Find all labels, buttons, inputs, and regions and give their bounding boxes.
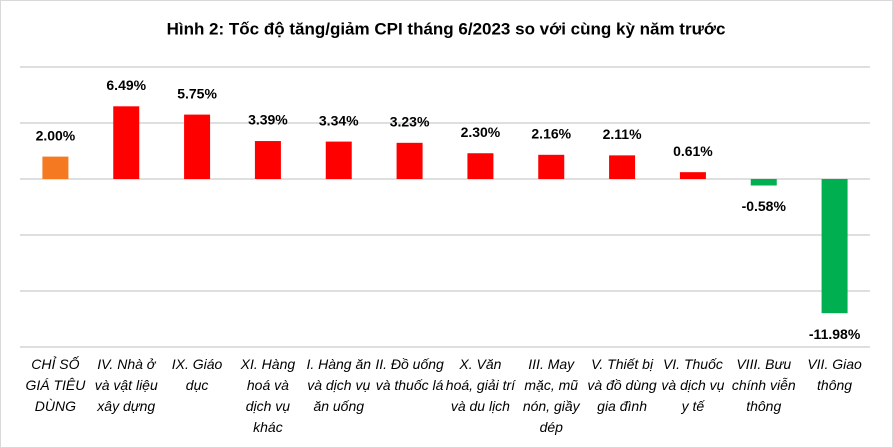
bar bbox=[325, 141, 352, 179]
bar bbox=[609, 155, 636, 179]
value-label: 2.16% bbox=[531, 126, 571, 142]
x-tick-label: X. Văn hoá, giải trí và du lịch bbox=[445, 356, 516, 414]
x-tick-label: I. Hàng ăn và dịch vụ ăn uống bbox=[306, 356, 372, 414]
value-label: 2.30% bbox=[461, 124, 501, 140]
x-tick-label: V. Thiết bị và đồ dùng gia đình bbox=[587, 356, 657, 414]
value-label: 3.34% bbox=[319, 112, 359, 128]
chart-title: Hình 2: Tốc độ tăng/giảm CPI tháng 6/202… bbox=[167, 19, 726, 38]
x-tick-label: III. May mặc, mũ nón, giầy dép bbox=[522, 356, 580, 435]
value-label: 6.49% bbox=[106, 77, 146, 93]
bar bbox=[750, 179, 777, 186]
x-tick-label: CHỈ SỐ GIÁ TIÊU DÙNG bbox=[25, 356, 86, 414]
x-tick-label: XI. Hàng hoá và dịch vụ khác bbox=[240, 356, 296, 435]
value-label: 5.75% bbox=[177, 85, 217, 101]
value-label: -11.98% bbox=[809, 326, 861, 342]
x-tick-label: II. Đồ uống và thuốc lá bbox=[375, 356, 444, 393]
x-tick-label: VII. Giao thông bbox=[807, 356, 862, 393]
bar bbox=[254, 141, 281, 179]
value-label: -0.58% bbox=[742, 198, 787, 214]
x-tick-label: IV. Nhà ở và vật liệu xây dựng bbox=[94, 356, 158, 414]
x-tick-label: VIII. Bưu chính viễn thông bbox=[731, 356, 796, 414]
value-label: 0.61% bbox=[673, 143, 713, 159]
value-label: 2.11% bbox=[603, 126, 642, 142]
value-label: 3.39% bbox=[248, 112, 288, 128]
bar bbox=[538, 154, 565, 179]
value-label: 3.23% bbox=[390, 114, 430, 130]
x-tick-label: VI. Thuốc và dịch vụ y tế bbox=[661, 356, 725, 414]
bar bbox=[42, 156, 69, 179]
bar bbox=[113, 106, 140, 179]
bar bbox=[396, 142, 423, 179]
x-tick-label: IX. Giáo dục bbox=[171, 356, 223, 393]
bar bbox=[821, 179, 848, 314]
value-label: 2.00% bbox=[36, 127, 76, 143]
bar bbox=[679, 172, 706, 179]
bar bbox=[467, 153, 494, 179]
bar bbox=[184, 114, 211, 179]
